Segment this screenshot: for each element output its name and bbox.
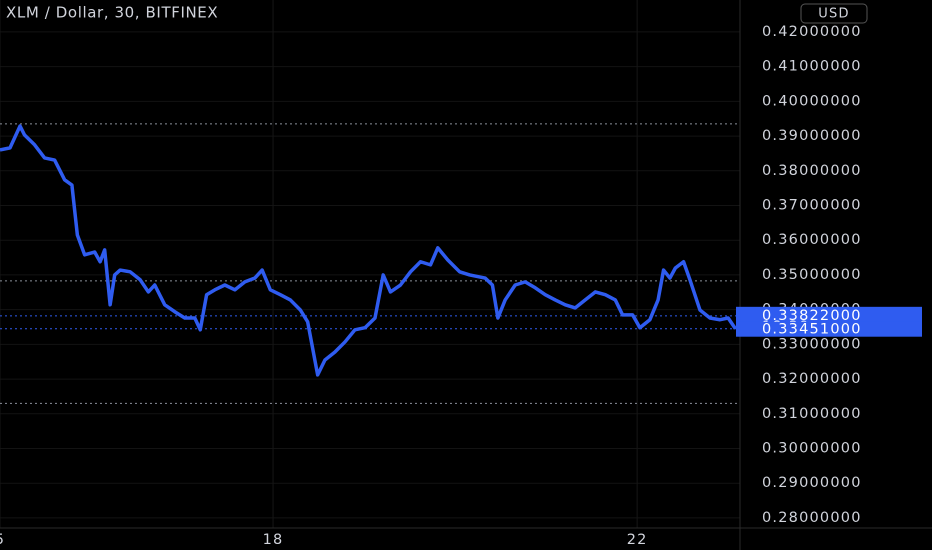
y-tick-label: 0.32000000 — [762, 371, 862, 387]
y-tick-label: 0.42000000 — [762, 24, 862, 40]
y-tick-label: 0.33000000 — [762, 336, 862, 352]
price-line — [0, 124, 737, 377]
y-tick-label: 0.37000000 — [762, 198, 862, 214]
y-tick-label: 0.30000000 — [762, 441, 862, 457]
y-tick-label: 0.28000000 — [762, 510, 862, 526]
chart-title: XLM / Dollar, 30, BITFINEX — [6, 4, 218, 22]
y-tick-label: 0.29000000 — [762, 475, 862, 491]
x-tick-label: 5 — [0, 532, 5, 548]
currency-label[interactable]: USD — [818, 7, 849, 22]
x-tick-label: 22 — [627, 532, 648, 548]
y-tick-label: 0.39000000 — [762, 128, 862, 144]
last-price-badge — [736, 321, 922, 337]
y-tick-label: 0.40000000 — [762, 93, 862, 109]
y-tick-label: 0.35000000 — [762, 267, 862, 283]
y-tick-label: 0.31000000 — [762, 406, 862, 422]
last-price-label: 0.33451000 — [762, 322, 862, 338]
current-price-label: 0.33822000 — [762, 308, 862, 324]
y-tick-label: 0.38000000 — [762, 163, 862, 179]
y-tick-label: 0.41000000 — [762, 59, 862, 75]
y-tick-label: 0.36000000 — [762, 232, 862, 248]
x-tick-label: 18 — [263, 532, 284, 548]
currency-button[interactable] — [800, 3, 868, 24]
